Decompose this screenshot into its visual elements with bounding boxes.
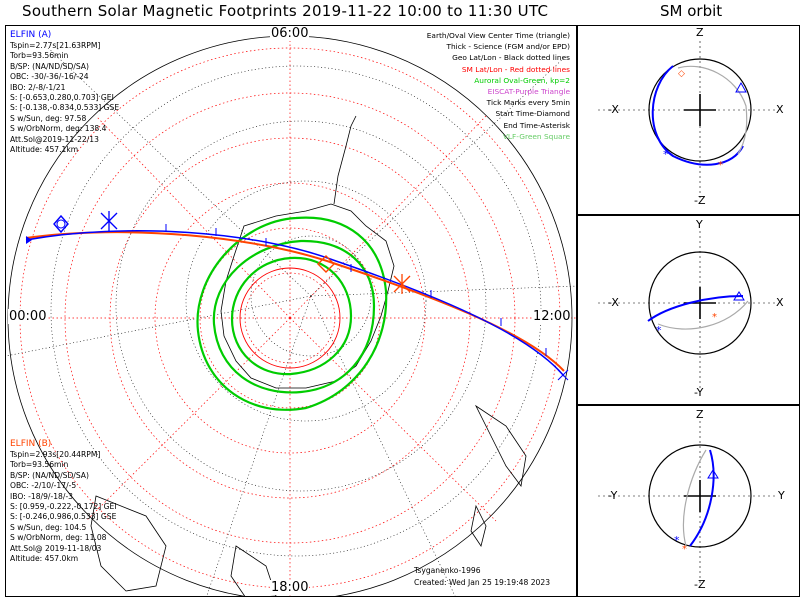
legend-item: Start Time-Diamond xyxy=(495,109,570,119)
legend-item: SM Lat/Lon - Red dotted lines xyxy=(461,64,570,74)
legend: Earth/Oval View Center Time (triangle) T… xyxy=(427,30,570,142)
elfin-a-line: Torb=93.56min xyxy=(10,51,69,61)
elfin-b-line: S: [0.959,-0.222,-0.172] GEI xyxy=(10,502,117,512)
sm1-axis-left: -X xyxy=(608,103,619,116)
elfin-b-line: Tspin=2.93s[20.44RPM] xyxy=(10,450,101,459)
elfin-a-line: B/SP: (NA/ND/SD/SA) xyxy=(10,61,89,71)
elfin-a-line: S w/Sun, deg: 97.58 xyxy=(10,113,87,123)
footprint-map-panel: 06:00 00:00 12:00 18:00 ELFIN (A) Tspin=… xyxy=(5,25,577,597)
svg-text:*: * xyxy=(718,160,723,171)
elfin-b-info: ELFIN (B) Tspin=2.93s[20.44RPM] Torb=93.… xyxy=(10,438,117,564)
elfin-b-line: S w/Sun, deg: 104.5 xyxy=(10,522,87,532)
sm-longitude-lines xyxy=(11,36,576,596)
orbit-title: SM orbit xyxy=(660,2,723,20)
legend-item: Thick - Science (FGM and/or EPD) xyxy=(446,42,570,52)
clock-label-top: 06:00 xyxy=(270,26,310,41)
elfin-b-start-diamond xyxy=(317,255,335,273)
elfin-a-start-marker xyxy=(56,219,66,229)
elfin-b-line: S: [-0.246,0.986,0.533] GSE xyxy=(10,512,117,522)
sm2-axis-left: -X xyxy=(608,296,619,309)
elfin-a-end-marker xyxy=(557,369,569,381)
elfin-a-line: Altitude: 457.1km xyxy=(10,145,79,155)
svg-text:*: * xyxy=(663,148,669,161)
elfin-a-line: S: [-0.653,0.280,0.703] GEI xyxy=(10,93,114,103)
elfin-a-line: S: [-0.138,-0.834,0.533] GSE xyxy=(10,103,120,113)
svg-text:*: * xyxy=(682,544,687,555)
sm-orbit-yz: * * xyxy=(598,421,778,584)
continent-outlines xyxy=(90,115,527,596)
track-ticks xyxy=(165,224,547,356)
elfin-a-line: S w/OrbNorm, deg: 138.4 xyxy=(10,124,107,134)
sm-orbit-xy: * * xyxy=(598,231,778,391)
elfin-b-name: ELFIN (B) xyxy=(10,439,52,449)
elfin-a-line: IBO: 2/-8/-1/21 xyxy=(10,82,66,92)
svg-text:*: * xyxy=(712,312,717,323)
elfin-b-line: Torb=93.56min xyxy=(10,460,69,470)
sm-orbit-xz: * * ◇ xyxy=(598,41,778,201)
sm1-axis-bottom: -Z xyxy=(694,194,706,207)
legend-item: Geo Lat/Lon - Black dotted lines xyxy=(452,53,570,63)
sm3-axis-bottom: -Z xyxy=(694,578,706,591)
elfin-b-line: Att.Sol@ 2019-11-18/03 xyxy=(10,543,102,553)
elfin-a-line: OBC: -30/-36/-16/-24 xyxy=(10,72,89,82)
legend-item: VLF-Green Square xyxy=(502,131,570,141)
clock-label-bottom: 18:00 xyxy=(270,580,310,595)
svg-text:◇: ◇ xyxy=(678,69,685,79)
sm-orbit-xy-panel: * * Y -Y -X X xyxy=(577,215,800,405)
legend-item: Earth/Oval View Center Time (triangle) xyxy=(426,31,570,40)
elfin-a-start-diamond xyxy=(53,214,69,234)
elfin-b-line: OBC: -2/10/-17/-5 xyxy=(10,481,77,491)
sm3-axis-top: Z xyxy=(696,408,704,421)
sm1-axis-top: Z xyxy=(696,26,704,39)
legend-item: Tick Marks every 5min xyxy=(486,98,570,108)
elfin-a-end-asterisk xyxy=(100,211,118,231)
clock-label-right: 12:00 xyxy=(532,309,572,324)
page-title: Southern Solar Magnetic Footprints 2019-… xyxy=(22,2,549,20)
elfin-b-line: S w/OrbNorm, deg: 11.08 xyxy=(10,533,107,543)
created-label: Created: Wed Jan 25 19:19:48 2023 xyxy=(414,578,551,587)
legend-item: End Time-Asterisk xyxy=(503,120,570,130)
sm2-axis-top: Y xyxy=(696,218,703,231)
sm3-axis-right: Y xyxy=(778,489,785,502)
elfin-b-end-asterisk xyxy=(393,274,411,294)
sm3-axis-left: -Y xyxy=(608,489,618,502)
sm2-axis-right: X xyxy=(776,296,784,309)
svg-text:*: * xyxy=(674,534,680,547)
elfin-b-line: IBO: -18/9/-18/-3 xyxy=(10,491,74,501)
elfin-b-line: Altitude: 457.0km xyxy=(10,554,79,564)
sm-orbit-yz-panel: * * Z -Z -Y Y xyxy=(577,405,800,597)
svg-text:*: * xyxy=(656,324,662,337)
sm2-axis-bottom: -Y xyxy=(694,386,704,399)
sm1-axis-right: X xyxy=(776,103,784,116)
model-label: Tsyganenko-1996 xyxy=(414,566,481,575)
elfin-b-track xyxy=(25,231,565,372)
elfin-a-name: ELFIN (A) xyxy=(10,30,52,40)
elfin-a-track xyxy=(25,230,565,377)
elfin-a-line: Tspin=2.77s[21.63RPM] xyxy=(10,41,101,50)
legend-item: EISCAT-Purple Triangle xyxy=(487,87,570,97)
elfin-a-line: Att.Sol@2019-11-22/13 xyxy=(10,134,99,144)
elfin-b-line: B/SP: (NA/ND/SD/SA) xyxy=(10,470,89,480)
clock-label-left: 00:00 xyxy=(8,309,48,324)
elfin-a-start-triangle xyxy=(26,236,32,244)
sm-pole-circle xyxy=(239,267,341,369)
elfin-a-info: ELFIN (A) Tspin=2.77s[21.63RPM] Torb=93.… xyxy=(10,29,119,155)
sm-orbit-xz-panel: * * ◇ Z -Z -X X xyxy=(577,25,800,215)
legend-item: Auroral Oval-Green, kp=2 xyxy=(474,75,570,85)
